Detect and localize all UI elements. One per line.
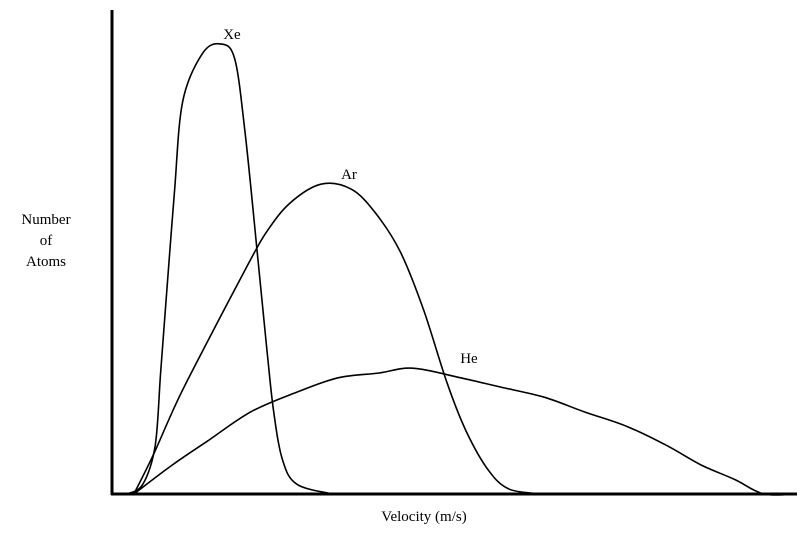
series-line-xe (126, 42, 333, 495)
series-label-ar: Ar (341, 167, 357, 183)
curves-layer (126, 42, 798, 496)
series-label-he: He (460, 351, 478, 367)
y-axis-label: Number of Atoms (4, 210, 88, 273)
series-label-xe: Xe (223, 27, 241, 43)
x-axis-label: Velocity (m/s) (381, 509, 466, 525)
y-axis-label-line-1: Number (21, 212, 71, 228)
annotations-layer: Xe Ar He (223, 27, 478, 367)
series-line-ar (133, 182, 544, 495)
y-axis-label-line-3: Atoms (25, 254, 66, 270)
series-line-he (133, 367, 798, 496)
y-axis-label-line-2: of (39, 233, 53, 249)
